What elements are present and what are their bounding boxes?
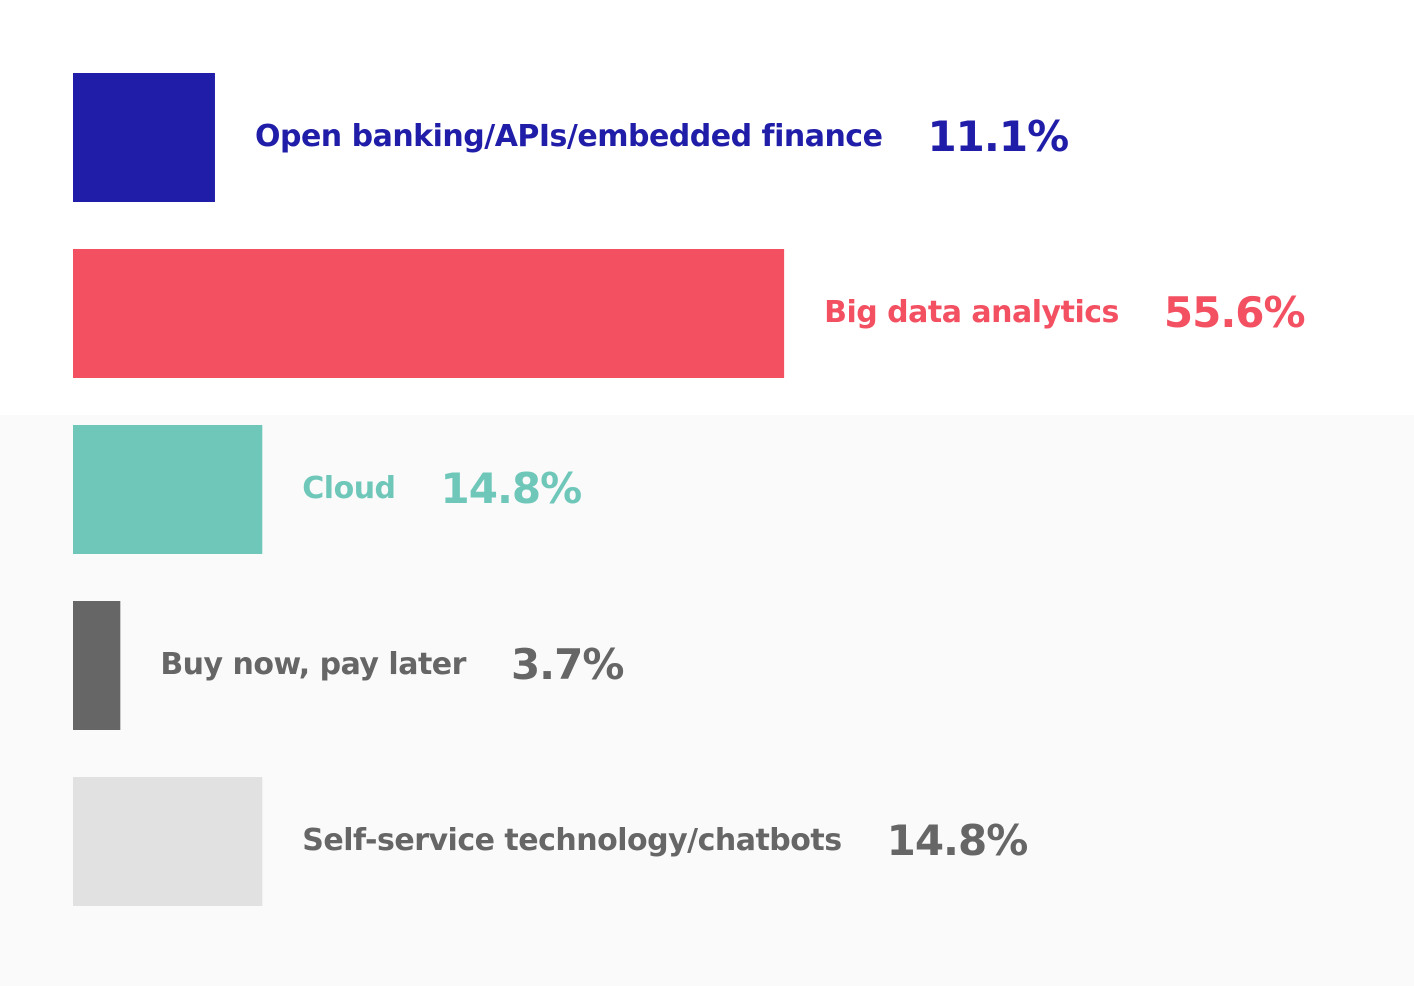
category-label: Self-service technology/chatbots — [302, 823, 841, 858]
value-label: 14.8% — [441, 464, 582, 513]
category-label: Big data analytics — [824, 295, 1119, 330]
bar — [73, 249, 785, 378]
value-label: 14.8% — [887, 816, 1028, 865]
category-label: Buy now, pay later — [160, 647, 466, 682]
value-label: 11.1% — [927, 112, 1068, 161]
category-label: Cloud — [302, 471, 395, 506]
bar — [73, 777, 263, 906]
value-label: 3.7% — [511, 640, 623, 689]
bar — [73, 601, 121, 730]
bar — [73, 425, 263, 554]
bar — [73, 73, 215, 202]
value-label: 55.6% — [1164, 288, 1305, 337]
category-label: Open banking/APIs/embedded finance — [255, 119, 882, 154]
